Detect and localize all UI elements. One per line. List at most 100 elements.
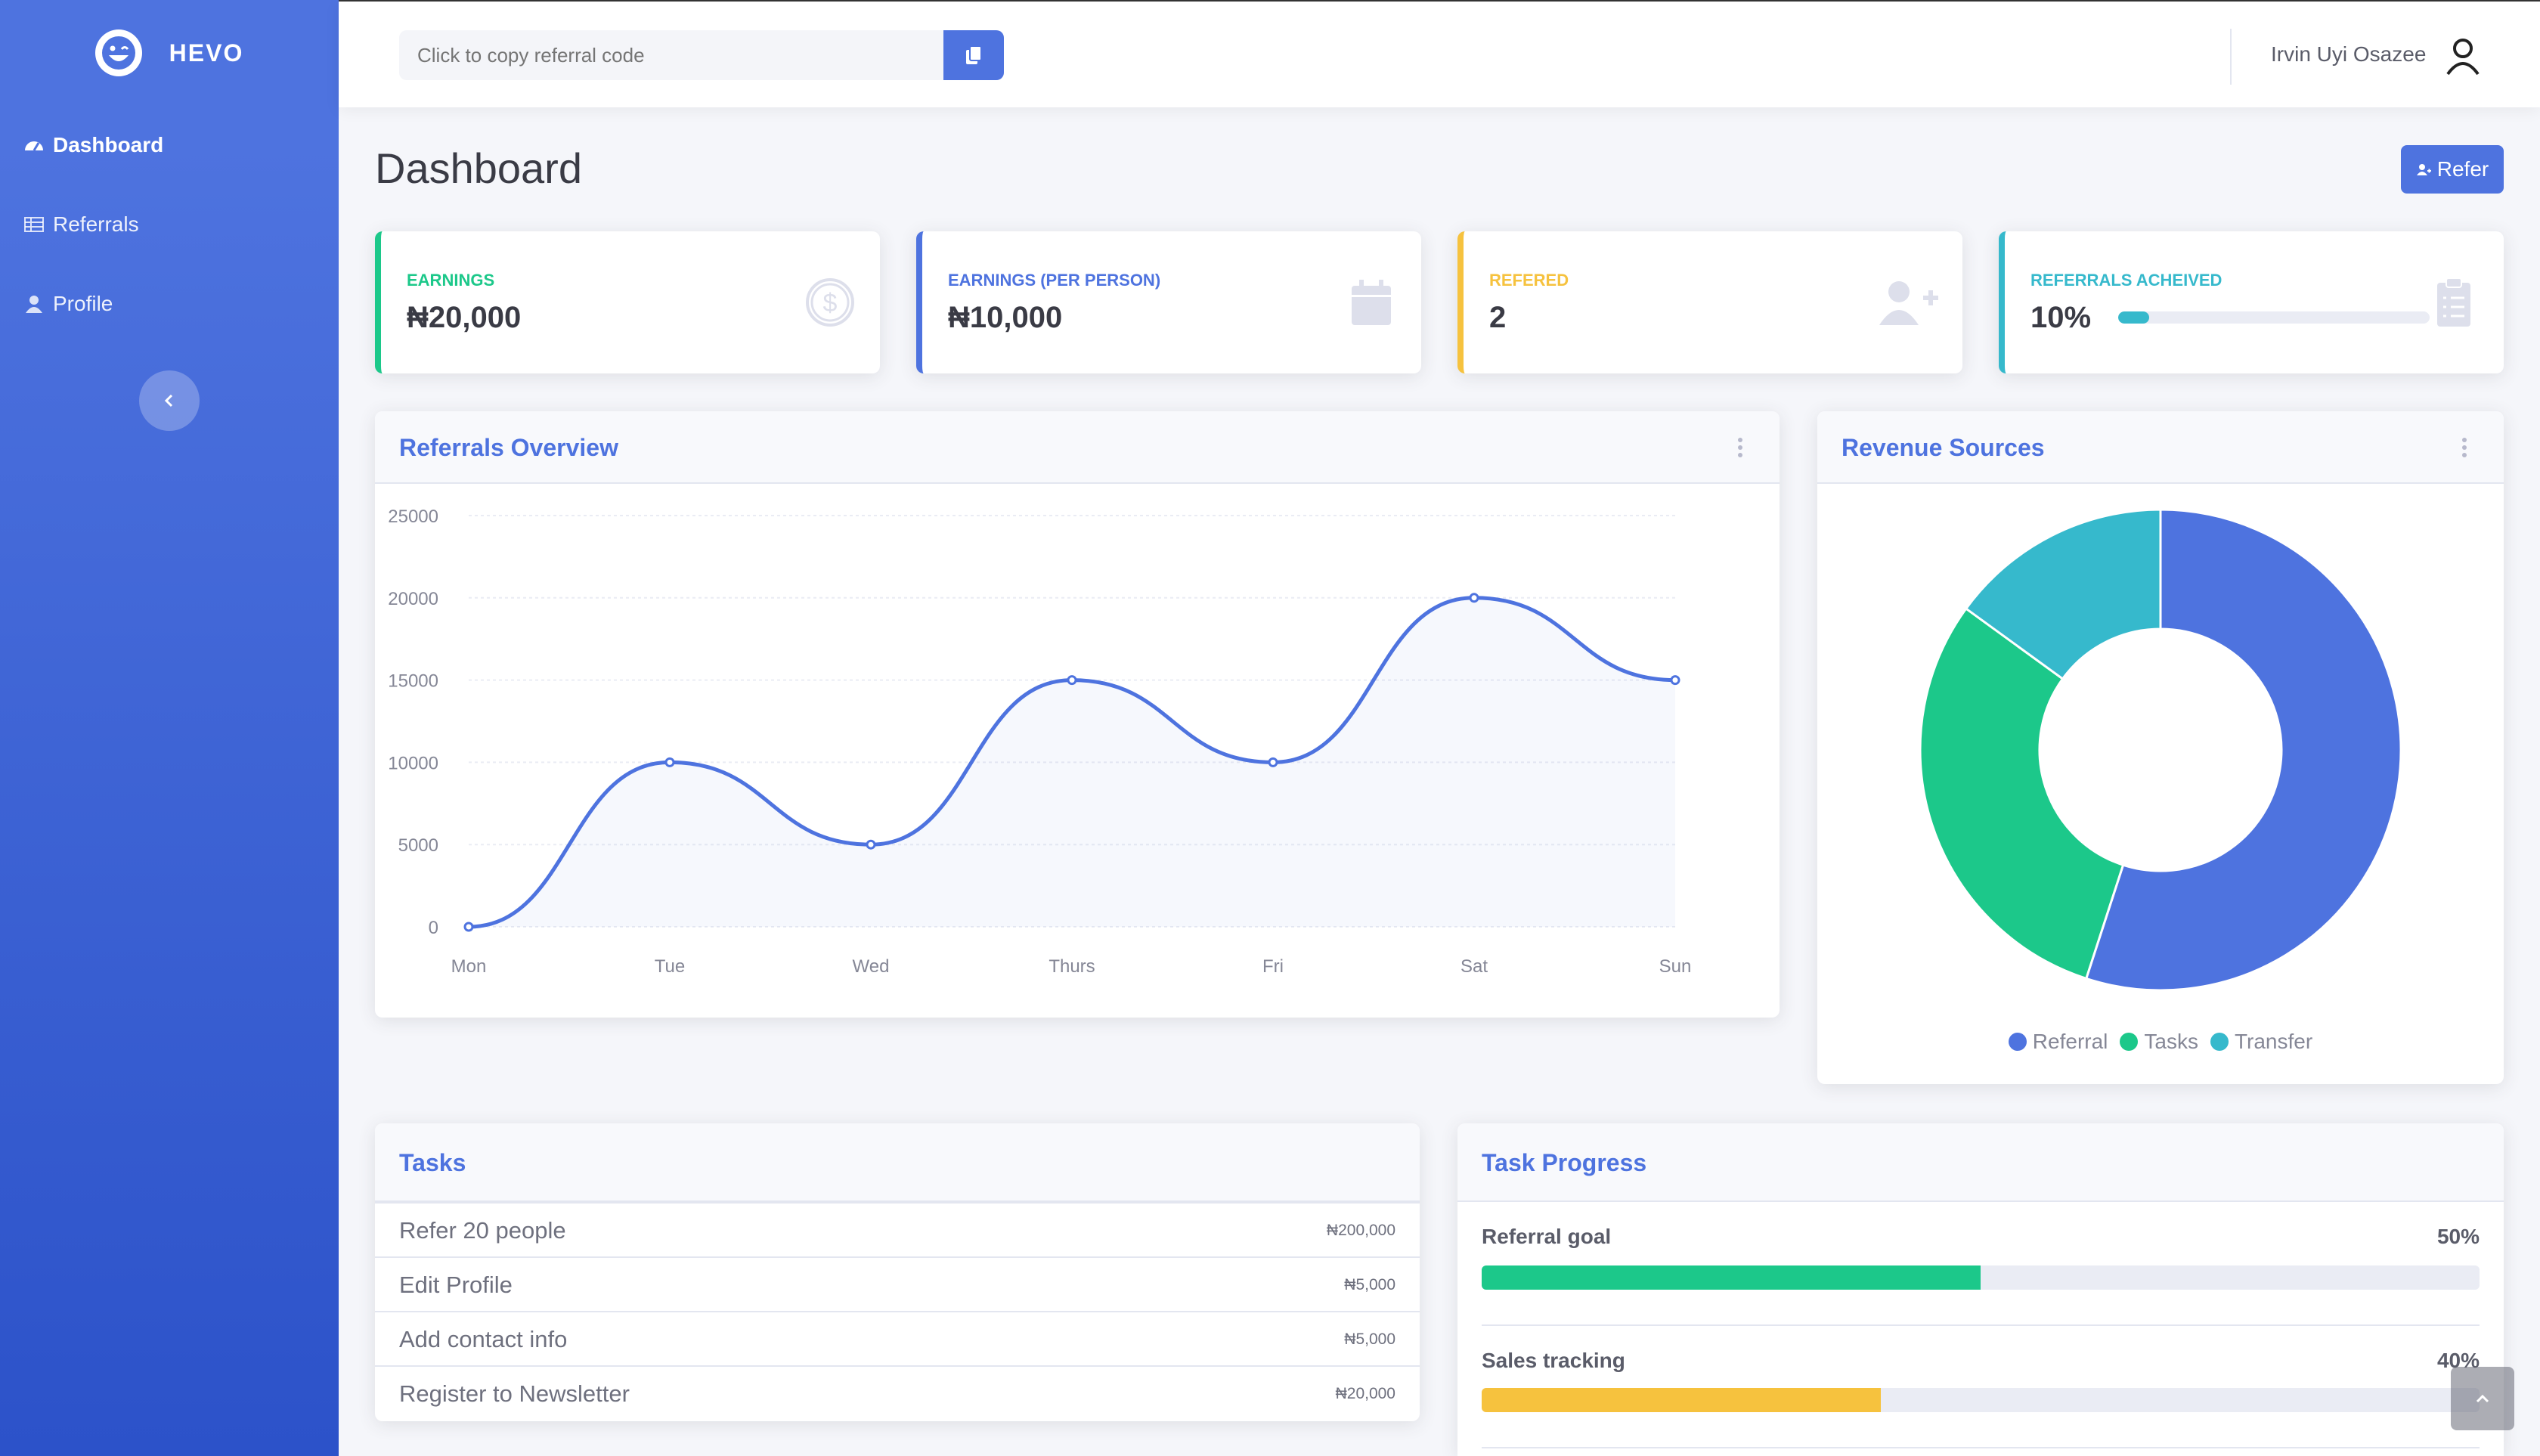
data-point xyxy=(866,839,876,850)
legend-dot xyxy=(2210,1033,2229,1051)
sidebar-item-profile[interactable]: Profile xyxy=(23,292,113,316)
stat-label: EARNINGS (PER PERSON) xyxy=(948,271,1161,290)
legend-dot xyxy=(2008,1033,2027,1051)
user-plus-icon xyxy=(2416,164,2431,175)
revenue-donut-chart xyxy=(1919,508,2402,992)
donut-slice-tasks xyxy=(1919,606,2125,980)
sidebar-toggle-button[interactable] xyxy=(139,370,200,431)
y-tick-label: 10000 xyxy=(388,753,438,773)
card-header: Revenue Sources xyxy=(1817,411,2504,484)
topbar: Irvin Uyi Osazee xyxy=(339,0,2540,107)
card-header: Referrals Overview xyxy=(375,411,1780,484)
scroll-to-top-button[interactable] xyxy=(2451,1367,2514,1430)
task-row[interactable]: Edit Profile ₦5,000 xyxy=(375,1256,1420,1311)
legend-item[interactable]: Referral xyxy=(2008,1030,2108,1054)
card-title: Revenue Sources xyxy=(1842,434,2045,461)
legend-item[interactable]: Transfer xyxy=(2210,1030,2312,1054)
laugh-wink-icon xyxy=(94,29,142,76)
chevron-up-icon xyxy=(2476,1394,2489,1403)
data-point xyxy=(664,757,675,767)
calendar-icon xyxy=(1352,280,1391,325)
progress-label: Sales tracking xyxy=(1482,1349,1625,1372)
task-amount: ₦5,000 xyxy=(1344,1331,1395,1348)
progress-label: Referral goal xyxy=(1482,1225,1612,1248)
chevron-left-icon xyxy=(164,394,173,407)
data-point xyxy=(463,922,474,932)
sidebar-item-label: Referrals xyxy=(53,212,139,236)
stat-card-referrals-achieved: REFERRALS ACHEIVED 10% xyxy=(1999,231,2504,373)
progress-percent: 50% xyxy=(2436,1225,2480,1248)
more-options-icon[interactable] xyxy=(2460,434,2469,461)
revenue-sources-card: Revenue Sources Referral Tasks Transfer xyxy=(1817,411,2504,1084)
x-tick-label: Tue xyxy=(655,956,685,977)
donut-slice-referral xyxy=(2084,508,2402,992)
copy-referral-button[interactable] xyxy=(943,30,1004,80)
sidebar-item-referrals[interactable]: Referrals xyxy=(23,212,139,237)
sidebar: HEVO Dashboard Referrals Profile xyxy=(0,0,339,1456)
task-amount: ₦20,000 xyxy=(1335,1385,1395,1402)
referrals-overview-card: Referrals Overview 0 5000 10000 15000 20000 2… xyxy=(375,411,1780,1018)
topbar-divider xyxy=(2230,29,2232,85)
clipboard-list-icon xyxy=(2437,277,2470,327)
more-options-icon[interactable] xyxy=(1736,434,1745,461)
stat-value: ₦20,000 xyxy=(407,301,522,334)
task-amount: ₦5,000 xyxy=(1344,1276,1395,1293)
stat-card-earnings: EARNINGS ₦20,000 $ xyxy=(375,231,880,373)
divider xyxy=(1482,1447,2480,1448)
x-tick-label: Sun xyxy=(1659,956,1692,977)
card-header: Task Progress xyxy=(1457,1123,2504,1202)
progress-bar xyxy=(1482,1388,2480,1412)
stat-label: REFERRALS ACHEIVED xyxy=(2030,271,2222,290)
progress-fill xyxy=(1482,1265,1981,1290)
tasks-card: Tasks Refer 20 people ₦200,000 Edit Prof… xyxy=(375,1123,1420,1421)
task-row[interactable]: Register to Newsletter ₦20,000 xyxy=(375,1365,1420,1420)
task-row[interactable]: Refer 20 people ₦200,000 xyxy=(375,1202,1420,1256)
stat-value: 10% xyxy=(2030,301,2092,334)
table-icon xyxy=(24,217,44,232)
user-name[interactable]: Irvin Uyi Osazee xyxy=(2271,42,2427,66)
x-tick-label: Fri xyxy=(1262,956,1284,977)
donut-slice-transfer xyxy=(1964,508,2162,681)
sidebar-item-dashboard[interactable]: Dashboard xyxy=(23,133,163,157)
legend-label: Tasks xyxy=(2144,1030,2198,1053)
task-name: Edit Profile xyxy=(399,1272,513,1298)
svg-text:$: $ xyxy=(823,289,838,318)
divider xyxy=(1482,1324,2480,1326)
legend-label: Transfer xyxy=(2234,1030,2313,1053)
user-avatar-icon[interactable] xyxy=(2439,32,2487,80)
y-tick-label: 0 xyxy=(429,918,438,938)
stat-card-refered: REFERED 2 xyxy=(1457,231,1962,373)
x-tick-label: Thurs xyxy=(1049,956,1095,977)
y-tick-label: 5000 xyxy=(398,835,438,856)
x-tick-label: Wed xyxy=(853,956,890,977)
series-area xyxy=(469,597,1675,927)
refer-button[interactable]: Refer xyxy=(2401,145,2504,194)
task-progress-card: Task Progress Referral goal 50% Sales tr… xyxy=(1457,1123,2504,1456)
stat-card-earnings-per-person: EARNINGS (PER PERSON) ₦10,000 xyxy=(916,231,1421,373)
x-tick-label: Sat xyxy=(1460,956,1488,977)
card-title: Task Progress xyxy=(1482,1149,1647,1176)
task-row[interactable]: Add contact info ₦5,000 xyxy=(375,1311,1420,1365)
dollar-icon: $ xyxy=(806,278,854,327)
y-tick-label: 20000 xyxy=(388,589,438,609)
stat-value: 2 xyxy=(1489,301,1507,334)
data-point xyxy=(1067,675,1077,686)
progress-fill xyxy=(1482,1388,1881,1412)
brand-name: HEVO xyxy=(169,39,244,67)
card-title: Referrals Overview xyxy=(399,434,618,461)
progress-bar xyxy=(1482,1265,2480,1290)
legend-item[interactable]: Tasks xyxy=(2120,1030,2198,1054)
referral-code-input[interactable] xyxy=(399,30,946,80)
brand[interactable]: HEVO xyxy=(0,0,339,106)
task-name: Add contact info xyxy=(399,1326,568,1352)
gauge-icon xyxy=(25,141,43,151)
task-name: Register to Newsletter xyxy=(399,1380,630,1407)
sidebar-item-label: Profile xyxy=(53,292,113,315)
copy-icon xyxy=(966,45,982,64)
referrals-progress-fill xyxy=(2118,311,2150,324)
legend-dot xyxy=(2120,1033,2139,1051)
card-header: Tasks xyxy=(375,1123,1420,1202)
sidebar-item-label: Dashboard xyxy=(53,133,164,156)
legend-label: Referral xyxy=(2032,1030,2108,1053)
referrals-line-chart: 0 5000 10000 15000 20000 25000 Mon Tue Wed Thurs F… xyxy=(388,507,1692,977)
